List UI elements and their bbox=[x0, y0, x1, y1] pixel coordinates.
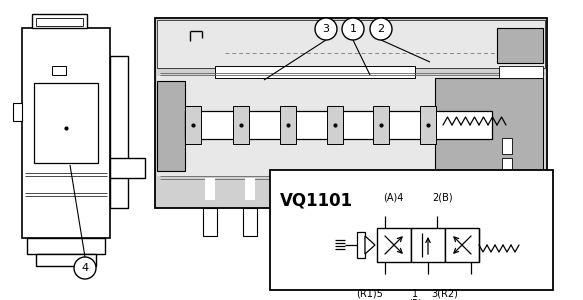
Bar bbox=[36, 18, 83, 26]
Bar bbox=[288, 178, 298, 200]
Bar bbox=[110, 56, 128, 208]
Bar bbox=[499, 66, 543, 78]
Circle shape bbox=[315, 18, 337, 40]
Bar bbox=[280, 106, 296, 144]
Circle shape bbox=[342, 18, 364, 40]
Bar bbox=[52, 66, 66, 75]
Bar bbox=[411, 228, 445, 262]
Bar bbox=[34, 83, 98, 163]
Bar bbox=[13, 103, 22, 121]
Text: (R1)5: (R1)5 bbox=[357, 289, 384, 299]
Bar bbox=[185, 106, 201, 144]
Bar bbox=[32, 14, 87, 28]
Text: 2(B): 2(B) bbox=[433, 193, 454, 203]
Bar bbox=[205, 178, 215, 200]
Bar bbox=[413, 208, 427, 236]
Text: 3(R2): 3(R2) bbox=[431, 289, 458, 299]
Bar bbox=[502, 158, 512, 174]
Text: 1: 1 bbox=[412, 289, 418, 299]
Bar bbox=[502, 138, 512, 154]
Bar bbox=[373, 106, 389, 144]
Bar bbox=[215, 66, 415, 78]
Bar bbox=[233, 106, 249, 144]
Text: (P): (P) bbox=[408, 299, 422, 300]
Bar bbox=[445, 228, 479, 262]
Bar bbox=[420, 106, 436, 144]
Bar bbox=[270, 170, 553, 290]
Bar bbox=[185, 111, 492, 139]
Text: 4: 4 bbox=[82, 263, 89, 273]
Bar bbox=[497, 28, 543, 63]
Bar bbox=[155, 18, 547, 208]
Text: 1: 1 bbox=[349, 24, 356, 34]
Bar bbox=[327, 106, 343, 144]
Polygon shape bbox=[365, 236, 375, 254]
Bar bbox=[203, 208, 217, 236]
Bar bbox=[332, 178, 342, 200]
Bar bbox=[22, 28, 110, 238]
Bar bbox=[157, 81, 185, 171]
Text: 3: 3 bbox=[322, 24, 329, 34]
Bar bbox=[330, 208, 344, 236]
Bar bbox=[435, 78, 543, 174]
Bar bbox=[157, 20, 545, 68]
Circle shape bbox=[370, 18, 392, 40]
Bar bbox=[286, 208, 300, 236]
Bar bbox=[36, 254, 96, 266]
Text: VQ1101: VQ1101 bbox=[280, 192, 353, 210]
Bar bbox=[357, 232, 365, 258]
Bar bbox=[157, 76, 545, 176]
Bar bbox=[372, 178, 382, 200]
Bar bbox=[502, 178, 512, 194]
Circle shape bbox=[74, 257, 96, 279]
Bar bbox=[415, 178, 425, 200]
Bar bbox=[110, 158, 145, 178]
Bar bbox=[157, 20, 545, 68]
Text: 2: 2 bbox=[377, 24, 385, 34]
Text: (A)4: (A)4 bbox=[383, 193, 403, 203]
Bar bbox=[243, 208, 257, 236]
Bar bbox=[370, 208, 384, 236]
Bar bbox=[377, 228, 411, 262]
Bar bbox=[27, 238, 105, 254]
Bar bbox=[245, 178, 255, 200]
